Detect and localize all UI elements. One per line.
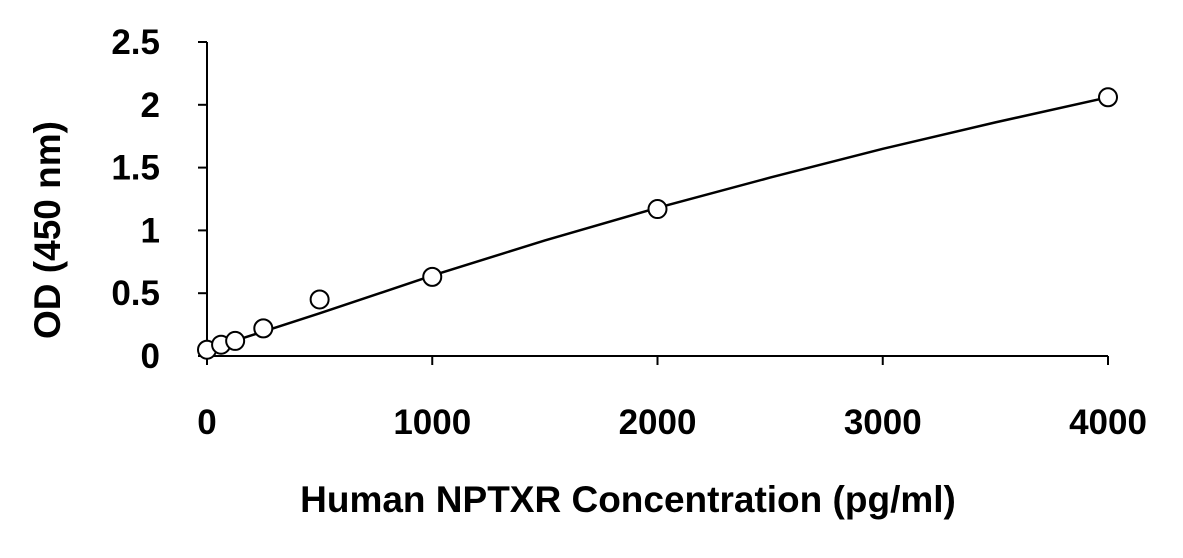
data-point bbox=[253, 318, 274, 339]
y-tick-label: 1 bbox=[141, 211, 160, 250]
data-point bbox=[309, 289, 330, 310]
data-point bbox=[422, 266, 443, 287]
x-tick-label: 0 bbox=[197, 403, 216, 442]
plot-area: 0 0.5 1 1.5 2 2.5 0 1000 2000 3000 4000 bbox=[111, 23, 1147, 442]
x-tick-label: 3000 bbox=[844, 403, 922, 442]
data-point bbox=[1098, 87, 1118, 108]
x-tick-label: 4000 bbox=[1069, 403, 1147, 442]
y-tick-label: 2 bbox=[141, 86, 160, 125]
y-tick-label: 1.5 bbox=[111, 149, 160, 188]
x-tick-label: 1000 bbox=[393, 403, 471, 442]
y-axis-title: OD (450 nm) bbox=[27, 121, 68, 339]
y-tick-label: 2.5 bbox=[111, 23, 160, 62]
data-point bbox=[225, 330, 246, 351]
y-tick-label: 0.5 bbox=[111, 274, 160, 313]
y-tick-label: 0 bbox=[141, 337, 160, 376]
data-point bbox=[647, 199, 668, 220]
x-tick-label: 2000 bbox=[619, 403, 697, 442]
fit-curve-line bbox=[206, 96, 1109, 351]
x-axis-title: Human NPTXR Concentration (pg/ml) bbox=[300, 479, 956, 520]
